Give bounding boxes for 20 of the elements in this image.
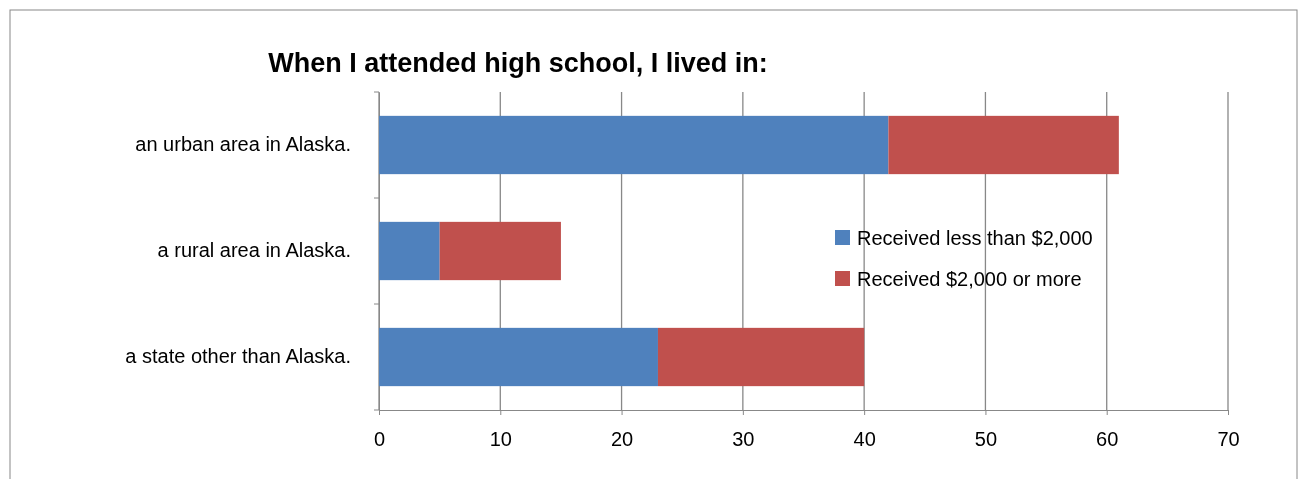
- chart-title: When I attended high school, I lived in:: [268, 48, 768, 78]
- x-tick-label: 50: [974, 428, 998, 450]
- y-tick-label: an urban area in Alaska.: [135, 133, 351, 156]
- bar: [379, 221, 440, 281]
- x-tick-label: 60: [1096, 428, 1119, 450]
- bar: [657, 327, 865, 387]
- legend-label: Received less than $2,000: [857, 227, 1093, 249]
- x-tick-label: 40: [853, 428, 876, 450]
- y-tick-label: a rural area in Alaska.: [157, 239, 351, 262]
- bar: [439, 221, 561, 281]
- x-tick-label: 20: [610, 428, 634, 450]
- legend-label: Received $2,000 or more: [857, 268, 1082, 290]
- y-tick-label: a state other than Alaska.: [125, 345, 351, 368]
- x-tick-label: 0: [373, 428, 386, 450]
- x-tick-label: 70: [1217, 428, 1240, 450]
- bar: [379, 327, 658, 387]
- x-tick-label: 10: [489, 428, 512, 450]
- x-tick-label: 30: [732, 428, 755, 450]
- bar: [888, 115, 1119, 175]
- bar: [379, 115, 889, 175]
